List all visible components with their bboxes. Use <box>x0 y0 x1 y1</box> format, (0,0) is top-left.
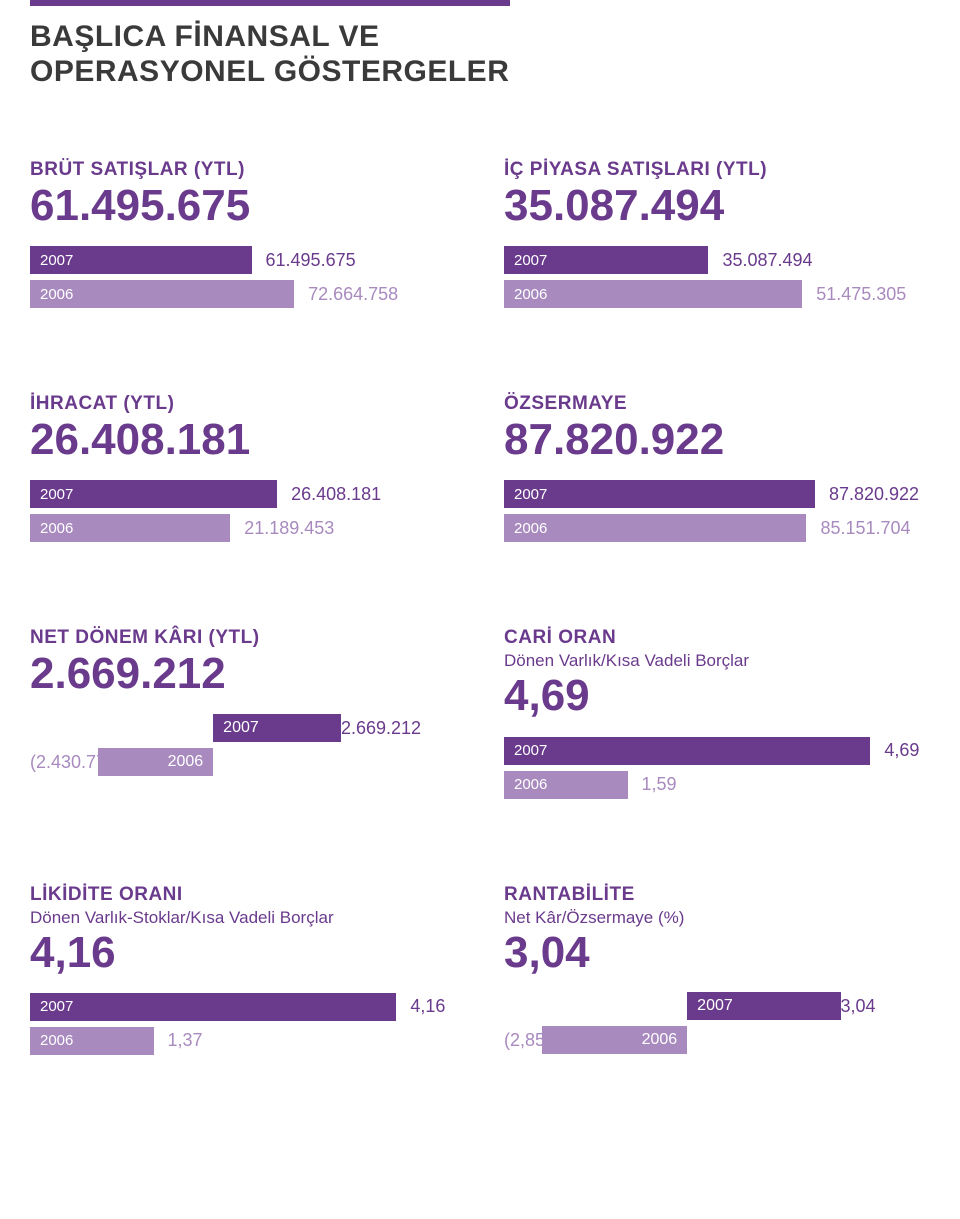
bar-year: 2006 <box>514 520 547 537</box>
bar: 2007 <box>30 993 396 1021</box>
bar-value: 87.820.922 <box>829 484 919 505</box>
bar-row: 2006 51.475.305 <box>504 279 930 309</box>
bar-year: 2006 <box>40 286 73 303</box>
bar-year: 2007 <box>223 719 259 737</box>
bar: 2007 <box>504 737 870 765</box>
bar-row: 2006 85.151.704 <box>504 513 930 543</box>
card-title: ÖZSERMAYE <box>504 393 930 415</box>
card-ihracat: İHRACAT (YTL) 26.408.181 2007 26.408.181… <box>30 393 456 547</box>
bar-year: 2006 <box>514 286 547 303</box>
card-title: İÇ PİYASA SATIŞLARI (YTL) <box>504 159 930 181</box>
cards-grid: BRÜT SATIŞLAR (YTL) 61.495.675 2007 61.4… <box>30 159 930 1060</box>
bar-row: 2006 1,37 <box>30 1026 456 1056</box>
card-icpiyasa: İÇ PİYASA SATIŞLARI (YTL) 35.087.494 200… <box>504 159 930 313</box>
bar-year: 2006 <box>40 520 73 537</box>
bar-value: 35.087.494 <box>722 250 812 271</box>
card-title: NET DÖNEM KÂRI (YTL) <box>30 627 456 649</box>
bar-value: 72.664.758 <box>308 284 398 305</box>
bar-row: 2007 87.820.922 <box>504 479 930 509</box>
top-rule <box>30 0 510 6</box>
page-title-l1: BAŞLICA FİNANSAL VE <box>30 20 380 53</box>
bar-year: 2006 <box>642 1031 678 1049</box>
bar-year: 2007 <box>514 252 547 269</box>
bar: 2007 <box>504 480 815 508</box>
card-big: 4,69 <box>504 673 930 719</box>
bar-year: 2007 <box>40 486 73 503</box>
bar-value: (2.430.777) <box>30 752 122 773</box>
card-sub: Dönen Varlık/Kısa Vadeli Borçlar <box>504 651 930 671</box>
bar-value: 1,37 <box>168 1030 203 1051</box>
bar-value: 26.408.181 <box>291 484 381 505</box>
bar-year: 2007 <box>514 742 547 759</box>
card-title: BRÜT SATIŞLAR (YTL) <box>30 159 456 181</box>
bar-row: 2006 21.189.453 <box>30 513 456 543</box>
bar-year: 2006 <box>40 1032 73 1049</box>
card-big: 87.820.922 <box>504 417 930 463</box>
bar-chart: 2007 26.408.181 2006 21.189.453 <box>30 479 456 543</box>
card-title: CARİ ORAN <box>504 627 930 649</box>
diverging-bar-chart: 2007 3,04 2006 (2,85) <box>504 992 930 1056</box>
bar: 2007 <box>504 246 708 274</box>
bar-chart: 2007 4,69 2006 1,59 <box>504 736 930 800</box>
bar-value: 4,69 <box>884 740 919 761</box>
bar-value: 1,59 <box>642 774 677 795</box>
card-big: 3,04 <box>504 930 930 976</box>
bar: 2006 <box>504 514 806 542</box>
bar-year: 2007 <box>697 997 733 1015</box>
bar: 2006 <box>30 1027 154 1055</box>
card-big: 61.495.675 <box>30 183 456 229</box>
bar-chart: 2007 4,16 2006 1,37 <box>30 992 456 1056</box>
card-title: LİKİDİTE ORANI <box>30 884 456 906</box>
bar-row: 2006 1,59 <box>504 770 930 800</box>
bar-value: 4,16 <box>410 996 445 1017</box>
card-title: İHRACAT (YTL) <box>30 393 456 415</box>
bar-value: 51.475.305 <box>816 284 906 305</box>
card-big: 35.087.494 <box>504 183 930 229</box>
bar-value: 61.495.675 <box>266 250 356 271</box>
card-ozsermaye: ÖZSERMAYE 87.820.922 2007 87.820.922 200… <box>504 393 930 547</box>
bar-positive: 2007 <box>213 714 341 742</box>
bar-row: 2007 4,69 <box>504 736 930 766</box>
card-big: 2.669.212 <box>30 651 456 697</box>
bar-negative: 2006 <box>542 1026 687 1054</box>
bar-year: 2006 <box>514 776 547 793</box>
bar: 2006 <box>504 280 802 308</box>
bar-value: (2,85) <box>504 1030 551 1051</box>
bar-value: 2.669.212 <box>341 718 421 739</box>
bar: 2006 <box>504 771 628 799</box>
page-title: BAŞLICA FİNANSAL VE OPERASYONEL GÖSTERGE… <box>30 20 930 89</box>
bar-year: 2007 <box>40 998 73 1015</box>
bar-value: 85.151.704 <box>820 518 910 539</box>
bar-positive: 2007 <box>687 992 840 1020</box>
card-title: RANTABİLİTE <box>504 884 930 906</box>
bar-year: 2007 <box>514 486 547 503</box>
bar: 2007 <box>30 246 252 274</box>
card-sub: Net Kâr/Özsermaye (%) <box>504 908 930 928</box>
bar-row: 2007 4,16 <box>30 992 456 1022</box>
card-likidite: LİKİDİTE ORANI Dönen Varlık-Stoklar/Kısa… <box>30 884 456 1060</box>
card-big: 4,16 <box>30 930 456 976</box>
bar-value: 3,04 <box>841 996 876 1017</box>
bar: 2006 <box>30 280 294 308</box>
card-netkar: NET DÖNEM KÂRI (YTL) 2.669.212 2007 2.66… <box>30 627 456 803</box>
bar-chart: 2007 87.820.922 2006 85.151.704 <box>504 479 930 543</box>
bar: 2007 <box>30 480 277 508</box>
bar-row: 2007 61.495.675 <box>30 245 456 275</box>
card-rantabilite: RANTABİLİTE Net Kâr/Özsermaye (%) 3,04 2… <box>504 884 930 1060</box>
page-title-l2: OPERASYONEL GÖSTERGELER <box>30 55 509 88</box>
bar-value: 21.189.453 <box>244 518 334 539</box>
bar-row: 2007 35.087.494 <box>504 245 930 275</box>
diverging-bar-chart: 2007 2.669.212 2006 (2.430.777) <box>30 714 456 778</box>
card-sub: Dönen Varlık-Stoklar/Kısa Vadeli Borçlar <box>30 908 456 928</box>
bar: 2006 <box>30 514 230 542</box>
card-big: 26.408.181 <box>30 417 456 463</box>
bar-year: 2007 <box>40 252 73 269</box>
bar-year: 2006 <box>168 753 204 771</box>
card-cari: CARİ ORAN Dönen Varlık/Kısa Vadeli Borçl… <box>504 627 930 803</box>
bar-chart: 2007 61.495.675 2006 72.664.758 <box>30 245 456 309</box>
bar-row: 2006 72.664.758 <box>30 279 456 309</box>
bar-chart: 2007 35.087.494 2006 51.475.305 <box>504 245 930 309</box>
bar-row: 2007 26.408.181 <box>30 479 456 509</box>
card-brut: BRÜT SATIŞLAR (YTL) 61.495.675 2007 61.4… <box>30 159 456 313</box>
